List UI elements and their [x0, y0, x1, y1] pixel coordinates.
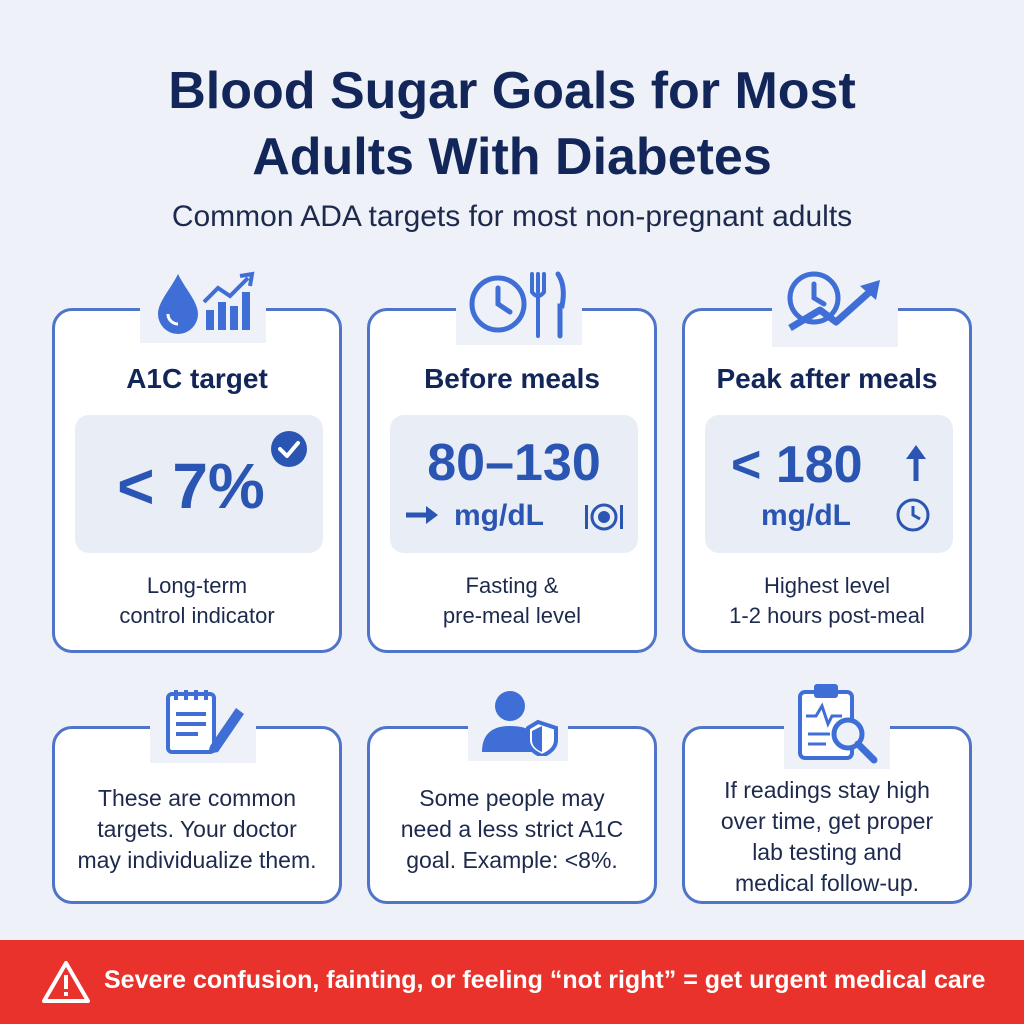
- a1c-value: < 7%: [117, 450, 265, 522]
- arrow-up-icon: [906, 445, 926, 481]
- individualize-note-line1: These are common: [97, 785, 297, 811]
- less-strict-note-line2: need a less strict A1C: [400, 816, 624, 842]
- before-meals-description: Fasting & pre-meal level: [370, 571, 654, 631]
- peak-value-box: < 180 mg/dL: [705, 415, 953, 553]
- a1c-desc-line1: Long-term: [146, 573, 248, 598]
- a1c-description: Long-term control indicator: [55, 571, 339, 631]
- follow-up-note-text: If readings stay high over time, get pro…: [685, 775, 969, 899]
- clock-trend-icon: [772, 268, 898, 347]
- individualize-note-text: These are common targets. Your doctor ma…: [55, 783, 339, 876]
- individualize-note-line2: targets. Your doctor: [97, 816, 297, 842]
- clock-fork-knife-icon: [456, 266, 582, 345]
- clipboard-magnifier-icon: [784, 680, 890, 769]
- page-title-line2: Adults With Diabetes: [252, 128, 772, 186]
- a1c-card-title: A1C target: [126, 363, 268, 394]
- arrow-right-icon: [406, 506, 438, 524]
- before-meals-card-title: Before meals: [424, 363, 600, 394]
- a1c-desc-line2: control indicator: [119, 603, 275, 628]
- blood-drop-chart-icon: [140, 268, 266, 343]
- peak-unit: mg/dL: [761, 499, 851, 532]
- person-shield-icon: [468, 686, 568, 761]
- urgent-care-alert-text: Severe confusion, fainting, or feeling “…: [104, 966, 986, 994]
- follow-up-note-line4: medical follow-up.: [734, 870, 920, 896]
- before-meals-desc-line2: pre-meal level: [442, 603, 582, 628]
- plate-utensils-icon: [585, 503, 623, 531]
- urgent-care-alert-bar: Severe confusion, fainting, or feeling “…: [0, 940, 1024, 1024]
- individualize-note-card: These are common targets. Your doctor ma…: [52, 726, 342, 904]
- peak-desc-line1: Highest level: [764, 573, 890, 598]
- a1c-value-box: < 7%: [75, 415, 323, 553]
- follow-up-note-line1: If readings stay high: [724, 777, 930, 803]
- clock-icon: [896, 498, 930, 532]
- less-strict-note-line1: Some people may: [419, 785, 605, 811]
- before-meals-card: Before meals 80–130 mg/dL Fasting & pre-…: [367, 308, 657, 653]
- peak-value: < 180: [731, 436, 863, 494]
- page-title: Blood Sugar Goals for Most Adults With D…: [0, 58, 1024, 190]
- individualize-note-line3: may individualize them.: [77, 847, 317, 873]
- notepad-pencil-icon: [150, 686, 256, 763]
- page-title-line1: Blood Sugar Goals for Most: [168, 62, 856, 120]
- before-meals-value: 80–130: [427, 434, 601, 492]
- check-circle-icon: [271, 431, 307, 467]
- peak-after-meals-card-title: Peak after meals: [716, 363, 938, 394]
- before-meals-unit: mg/dL: [454, 499, 544, 532]
- before-meals-desc-line1: Fasting &: [465, 573, 559, 598]
- less-strict-note-text: Some people may need a less strict A1C g…: [370, 783, 654, 876]
- peak-description: Highest level 1-2 hours post-meal: [685, 571, 969, 631]
- before-meals-value-box: 80–130 mg/dL: [390, 415, 638, 553]
- peak-desc-line2: 1-2 hours post-meal: [729, 603, 925, 628]
- warning-icon: [42, 961, 90, 1003]
- page-subtitle: Common ADA targets for most non-pregnant…: [171, 200, 853, 233]
- less-strict-note-line3: goal. Example: <8%.: [406, 847, 618, 873]
- peak-after-meals-card: Peak after meals < 180 mg/dL Highest lev…: [682, 308, 972, 653]
- less-strict-goal-card: Some people may need a less strict A1C g…: [367, 726, 657, 904]
- follow-up-note-line3: lab testing and: [752, 839, 902, 865]
- a1c-target-card: A1C target < 7% Long-term control indica…: [52, 308, 342, 653]
- follow-up-note-line2: over time, get proper: [720, 808, 934, 834]
